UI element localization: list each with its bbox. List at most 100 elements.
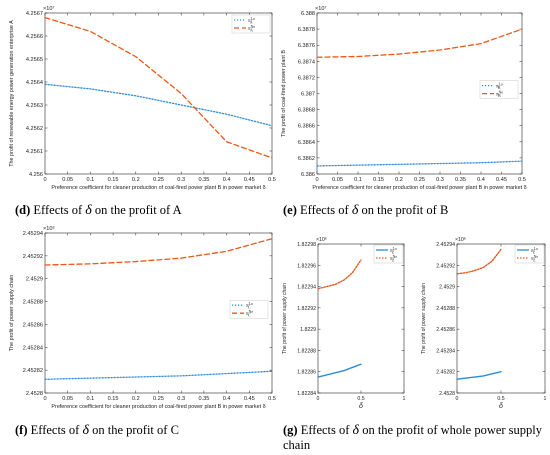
x-tick-label-d: 0 (43, 177, 46, 183)
legend-label-e-1: πNe B (496, 91, 503, 99)
y-tick-label-g1: 1.82288 (297, 348, 316, 354)
x-tick-label-e: 0.3 (436, 177, 444, 183)
y-tick-label-e: 6.3868 (298, 108, 315, 114)
x-tick-label-d: 0.45 (244, 177, 255, 183)
x-tick-label-f: 0.4 (223, 396, 231, 402)
legend-label-g2-1: πNe Z (531, 255, 538, 263)
x-axis-label-f: Preference coefficient for cleaner produ… (51, 404, 265, 410)
y-tick-label-f: 2.45288 (23, 300, 43, 306)
x-tick-label-f: 0.25 (153, 396, 164, 402)
x-tick-label-g2: 0.5 (497, 396, 504, 402)
caption-g-text-before: Effects of (300, 423, 350, 437)
x-tick-label-g1: 0.5 (357, 396, 364, 402)
x-tick-label-g1: 0 (317, 396, 320, 402)
caption-g-text-after: on the profit of whole power supply chai… (283, 423, 543, 452)
caption-d-symbol: δ (85, 203, 92, 218)
x-tick-label-g2: 1 (544, 396, 547, 402)
series-line-f-1 (44, 238, 273, 266)
axis-exponent-f: ×10⁶ (43, 225, 55, 232)
caption-d-label: (d) (15, 203, 31, 217)
legend-box-g1 (373, 244, 404, 264)
y-tick-label-g2: 2.45294 (436, 242, 455, 248)
caption-g-label: (g) (283, 423, 298, 437)
x-tick-label-f: 0 (43, 396, 46, 402)
y-axis-label-g1: The profit of power supply chain (282, 283, 288, 354)
caption-d: (d) Effects of δ on the profit of A (15, 203, 182, 218)
x-tick-label-d: 0.4 (223, 177, 231, 183)
x-tick-label-f: 0.35 (198, 396, 209, 402)
x-tick-label-e: 0.2 (395, 177, 403, 183)
series-line-f-0 (44, 370, 273, 380)
x-tick-label-g1: 1 (403, 396, 406, 402)
y-tick-label-g1: 1.82286 (297, 370, 316, 376)
axis-exponent-g2: ×10⁶ (455, 237, 466, 243)
series-line-g2-0 (456, 371, 502, 380)
caption-g: (g) Effects of δ on the profit of whole … (283, 423, 545, 453)
caption-f-symbol: δ (82, 423, 89, 438)
y-tick-label-e: 6.387 (301, 92, 315, 98)
y-tick-label-e: 6.388 (301, 11, 315, 17)
y-tick-label-f: 2.45282 (23, 368, 43, 374)
caption-e: (e) Effects of δ on the profit of B (283, 203, 448, 218)
axis-exponent-e: ×10⁷ (315, 5, 327, 12)
series-line-g1-0 (317, 363, 362, 378)
caption-f-text-before: Effects of (30, 423, 80, 437)
x-tick-label-d: 0.2 (132, 177, 140, 183)
y-tick-label-f: 2.45284 (23, 345, 43, 351)
chart-f: 0 0.05 0.1 0.15 0.2 0.25 0.3 0.35 0.4 0.45 0.5 2.45… (9, 225, 276, 410)
x-tick-label-d: 0.05 (62, 177, 73, 183)
y-tick-label-g1: 1.82296 (297, 263, 316, 269)
legend-label-d-1: πNe A (248, 25, 255, 33)
x-tick-label-e: 0.45 (496, 177, 507, 183)
legend-box-f (229, 300, 269, 319)
plot-area-g1 (317, 243, 405, 394)
y-tick-label-f: 2.45286 (23, 322, 43, 328)
caption-d-text-before: Effects of (33, 203, 83, 217)
x-tick-label-e: 0.05 (332, 177, 343, 183)
x-tick-label-e: 0.25 (414, 177, 425, 183)
x-tick-label-d: 0.15 (108, 177, 119, 183)
y-tick-label-g1: 1.82294 (297, 285, 316, 291)
chart-e: 0 0.05 0.1 0.15 0.2 0.25 0.3 0.35 0.4 0.45 0.5 6.38… (281, 5, 527, 191)
y-tick-label-g2: 2.4529 (439, 285, 455, 291)
caption-e-text-after: on the profit of B (361, 203, 449, 217)
legend-label-f-0: πLo C (246, 302, 253, 310)
plot-area-d (44, 12, 273, 175)
x-axis-label-g2: δ (499, 403, 503, 410)
y-tick-label-e: 6.3866 (298, 124, 315, 130)
chart-g2: 0 0.5 1 2.4528 2.45282 2.45284 2.45286 2.45288 2… (421, 237, 547, 410)
chart-g1: 0 0.5 1 1.82284 1.82286 1.82288 1.8229 1.82292 1… (282, 237, 406, 410)
caption-f-text-after: on the profit of C (92, 423, 179, 437)
y-tick-label-d: 4.2565 (26, 57, 43, 63)
y-tick-label-g1: 1.82298 (297, 242, 316, 248)
legend-label-g1-0: πLo Z (390, 247, 397, 255)
y-tick-label-d: 4.2562 (26, 126, 43, 132)
x-tick-label-e: 0.1 (354, 177, 362, 183)
y-tick-label-e: 6.3864 (298, 140, 315, 146)
plot-area-g2 (456, 243, 546, 394)
x-tick-label-e: 0.5 (518, 177, 526, 183)
x-axis-label-g1: δ (359, 403, 363, 410)
x-tick-label-e: 0.35 (455, 177, 466, 183)
legend-label-e-0: πLo B (496, 83, 503, 91)
x-tick-label-e: 0 (315, 177, 318, 183)
series-line-e-1 (316, 28, 523, 58)
caption-e-text-before: Effects of (300, 203, 349, 217)
axis-exponent-d: ×10⁷ (43, 5, 55, 12)
x-tick-label-d: 0.25 (153, 177, 164, 183)
y-tick-label-d: 4.2567 (26, 11, 43, 17)
x-tick-label-d: 0.5 (268, 177, 276, 183)
y-tick-label-g2: 2.45282 (436, 370, 455, 376)
x-tick-label-e: 0.4 (477, 177, 485, 183)
x-tick-label-f: 0.5 (268, 396, 276, 402)
series-line-g2-1 (456, 248, 502, 275)
caption-d-text-after: on the profit of A (94, 203, 182, 217)
chart-d: 0 0.05 0.1 0.15 0.2 0.25 0.3 0.35 0.4 0.45 0.5 4.25… (9, 5, 276, 191)
x-tick-label-d: 0.1 (87, 177, 95, 183)
x-tick-label-f: 0.1 (87, 396, 95, 402)
y-tick-label-d: 4.2561 (26, 149, 43, 155)
y-tick-label-g2: 2.45284 (436, 348, 455, 354)
x-tick-label-f: 0.15 (108, 396, 119, 402)
x-tick-label-d: 0.35 (198, 177, 209, 183)
